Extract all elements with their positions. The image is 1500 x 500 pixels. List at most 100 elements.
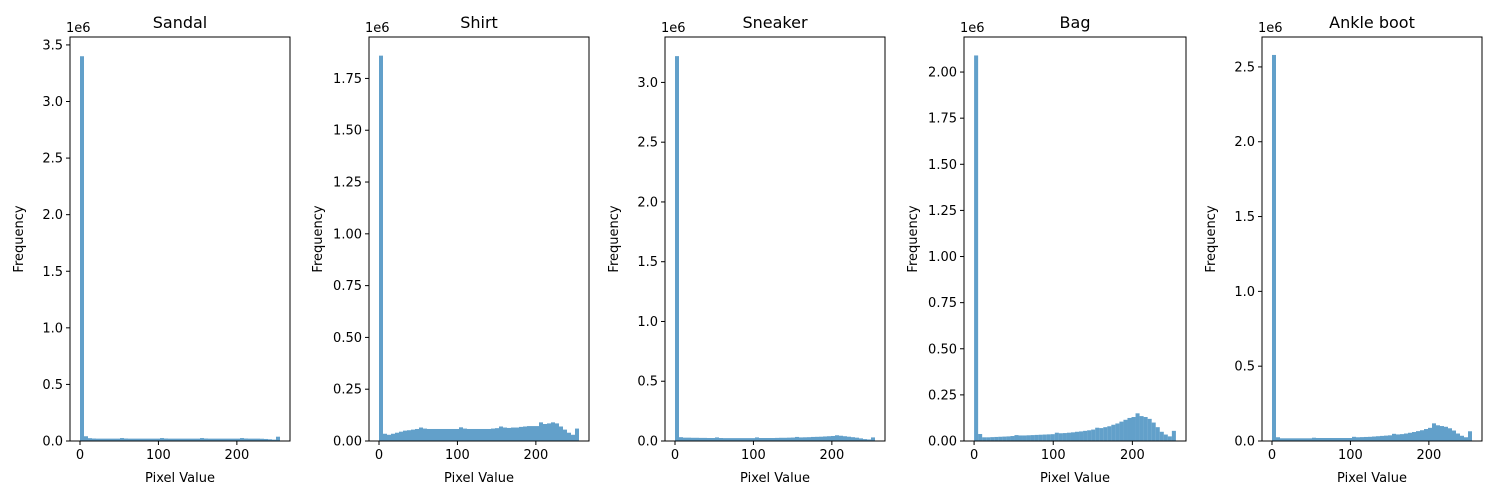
y-tick-label: 1.75 <box>928 112 957 127</box>
histogram-bar <box>1424 429 1428 441</box>
y-tick-label: 0.0 <box>1234 435 1255 450</box>
histogram-bar <box>687 437 691 441</box>
histogram-bar <box>1452 430 1456 441</box>
x-axis-label: Pixel Value <box>740 471 810 486</box>
histogram-bar <box>863 439 867 441</box>
y-tick-label: 2.00 <box>928 66 957 81</box>
y-tick-label: 1.0 <box>1234 285 1255 300</box>
histogram-bar <box>443 428 447 441</box>
histogram-bar <box>1087 430 1092 441</box>
histogram-bar <box>503 427 507 441</box>
y-offset-label: 1e6 <box>960 21 985 36</box>
histogram-bar <box>531 426 535 441</box>
y-offset-label: 1e6 <box>66 21 91 36</box>
histogram-bar <box>1083 430 1088 441</box>
histogram-bar <box>144 438 148 441</box>
histogram-bar <box>795 436 799 441</box>
histogram-bar <box>192 438 196 441</box>
histogram-bar <box>851 437 855 441</box>
histogram-bar <box>256 438 260 441</box>
histogram-bar <box>1464 437 1468 441</box>
y-tick-label: 1.25 <box>928 204 957 219</box>
y-tick-label: 0.5 <box>42 378 63 393</box>
y-tick-label: 1.75 <box>333 72 362 87</box>
histogram-bar <box>1368 436 1372 441</box>
x-tick-label: 0 <box>671 448 679 463</box>
histogram-bar <box>1135 413 1140 441</box>
histogram-bar <box>1408 432 1412 441</box>
y-tick-label: 1.0 <box>637 315 658 330</box>
histogram-bar <box>847 436 851 441</box>
histogram-bar <box>431 428 435 441</box>
histogram-bar <box>1320 438 1324 441</box>
histogram-bar <box>1127 417 1132 441</box>
y-tick-label: 0.25 <box>928 388 957 403</box>
subplot-title: Sneaker <box>742 13 807 32</box>
histogram-bar <box>767 438 771 441</box>
histogram-bar <box>1324 438 1328 441</box>
y-tick-label: 2.5 <box>637 136 658 151</box>
histogram-bar <box>152 438 156 441</box>
histogram-bar <box>707 438 711 441</box>
histogram-bar <box>511 427 515 441</box>
histogram-bar <box>1143 417 1148 441</box>
histogram-bar <box>455 428 459 441</box>
histogram-bar <box>232 438 236 441</box>
histogram-bar <box>1070 432 1075 441</box>
histogram-bar <box>855 437 859 441</box>
histogram-bar <box>986 437 991 441</box>
subplot-title: Ankle boot <box>1329 13 1415 32</box>
histogram-bar <box>120 438 124 441</box>
histogram-bar <box>439 428 443 441</box>
histogram-bar <box>244 438 248 441</box>
histogram-bar <box>1091 429 1096 441</box>
histogram-bar <box>1420 430 1424 441</box>
histogram-bar <box>1131 417 1136 441</box>
histogram-bar <box>1010 436 1015 441</box>
histogram-bar <box>1416 431 1420 441</box>
y-tick-label: 2.0 <box>1234 135 1255 150</box>
histogram-bar <box>675 56 679 441</box>
histogram-bar <box>815 436 819 441</box>
histogram-bar <box>112 438 116 441</box>
y-tick-label: 0.50 <box>333 331 362 346</box>
histogram-bar <box>807 437 811 441</box>
histogram-bar <box>990 437 995 441</box>
histogram-bar <box>128 438 132 441</box>
histogram-bar <box>1058 433 1063 441</box>
histogram-bar <box>204 438 208 441</box>
histogram-bar <box>124 438 128 441</box>
histogram-bar <box>407 430 411 441</box>
histogram-bar <box>1018 435 1023 441</box>
histogram-bar <box>399 431 403 441</box>
y-tick-label: 3.0 <box>42 95 63 110</box>
histogram-bar <box>132 438 136 441</box>
histogram-bar <box>994 436 999 441</box>
x-tick-label: 0 <box>76 448 84 463</box>
histogram-bar <box>1392 433 1396 441</box>
histogram-bar <box>483 428 487 441</box>
histogram-bar <box>831 435 835 441</box>
histogram-bar <box>1038 434 1043 441</box>
histogram-bar <box>1062 433 1067 441</box>
histogram-bar <box>184 438 188 441</box>
histogram-bar <box>1046 434 1051 441</box>
y-tick-label: 3.0 <box>637 76 658 91</box>
histogram-bar <box>1030 435 1035 441</box>
histogram-bar <box>423 428 427 441</box>
histogram-bar <box>1300 438 1304 441</box>
histogram-bar <box>1360 437 1364 441</box>
histogram-bar <box>575 428 579 441</box>
y-tick-label: 0.5 <box>1234 360 1255 375</box>
histogram-bar <box>164 438 168 441</box>
histogram-bar <box>803 437 807 441</box>
x-tick-label: 200 <box>1120 448 1145 463</box>
histogram-bar <box>1432 423 1436 441</box>
histogram-bar <box>835 435 839 441</box>
y-tick-label: 2.0 <box>42 208 63 223</box>
histogram-bar <box>1034 434 1039 441</box>
histogram-bar <box>1448 428 1452 441</box>
histogram-bar <box>1348 438 1352 441</box>
histogram-bar <box>415 428 419 441</box>
histogram-bar <box>871 437 875 441</box>
